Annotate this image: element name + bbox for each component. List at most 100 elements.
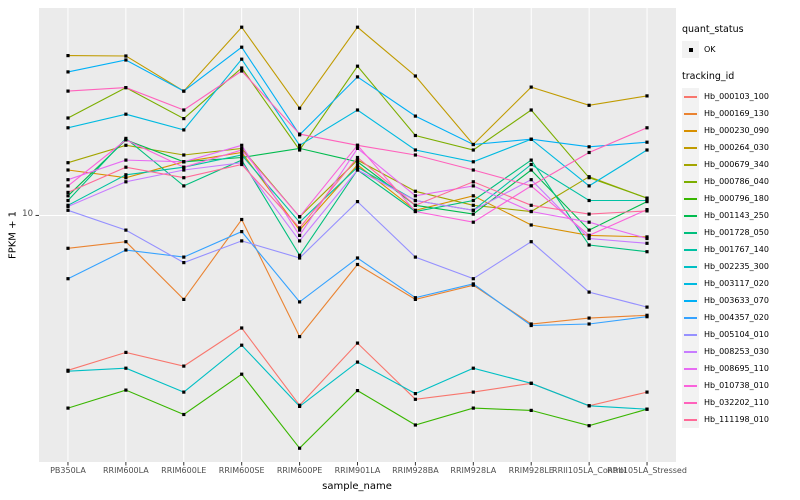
data-point bbox=[413, 297, 417, 301]
legend-item-label: Hb_002235_300 bbox=[704, 262, 769, 271]
data-point bbox=[413, 148, 417, 152]
data-point bbox=[124, 173, 128, 177]
data-point bbox=[66, 190, 70, 194]
data-point bbox=[529, 162, 533, 167]
data-point bbox=[298, 143, 302, 147]
data-point bbox=[355, 163, 360, 167]
data-point bbox=[529, 178, 533, 182]
data-point bbox=[182, 165, 186, 169]
x-tick-label: RRII105LA_Stressed bbox=[607, 466, 687, 475]
data-point bbox=[182, 176, 186, 180]
legend-key-swatch bbox=[682, 343, 699, 360]
legend-line-icon bbox=[684, 214, 697, 217]
x-tick-label: RRII105LA_Control bbox=[552, 466, 627, 475]
data-point bbox=[587, 145, 591, 149]
legend-item: Hb_000796_180 bbox=[682, 190, 800, 207]
x-tick-label: RRIM928LA bbox=[450, 466, 497, 475]
legend-item: Hb_032202_110 bbox=[682, 394, 800, 411]
data-point bbox=[587, 103, 591, 107]
legend-item-ok: OK bbox=[682, 41, 800, 58]
data-point bbox=[124, 180, 128, 184]
legend-item-label: Hb_003633_070 bbox=[704, 296, 769, 305]
legend-key-swatch bbox=[682, 207, 699, 224]
legend-line-icon bbox=[684, 350, 697, 353]
data-point bbox=[529, 223, 533, 227]
data-point bbox=[66, 89, 70, 93]
legend-item: Hb_000230_090 bbox=[682, 122, 800, 139]
data-point bbox=[298, 253, 302, 257]
data-point bbox=[587, 233, 591, 237]
data-point bbox=[66, 277, 70, 281]
data-point bbox=[645, 196, 649, 200]
data-point bbox=[355, 168, 360, 172]
data-point bbox=[66, 184, 70, 188]
data-point bbox=[124, 388, 128, 392]
legend-item: Hb_000264_030 bbox=[682, 139, 800, 156]
data-point bbox=[66, 126, 70, 130]
data-point bbox=[529, 209, 533, 214]
data-point bbox=[240, 326, 244, 330]
data-point bbox=[355, 200, 360, 204]
data-point bbox=[355, 64, 360, 68]
legend-item: Hb_003117_020 bbox=[682, 275, 800, 292]
data-point bbox=[240, 150, 244, 155]
data-point bbox=[182, 364, 186, 368]
legend-key-swatch bbox=[682, 326, 699, 343]
legend-item: Hb_001728_050 bbox=[682, 224, 800, 241]
data-point bbox=[529, 158, 533, 162]
data-point bbox=[355, 389, 360, 393]
data-point bbox=[66, 168, 70, 172]
legend-line-icon bbox=[684, 384, 697, 387]
legend-key-swatch bbox=[682, 88, 699, 105]
data-point bbox=[587, 228, 591, 232]
legend-key-swatch bbox=[682, 122, 699, 139]
x-tick-label: RRIM928LE bbox=[508, 466, 554, 475]
legend-item-label: Hb_001728_050 bbox=[704, 228, 769, 237]
data-point bbox=[66, 178, 70, 182]
data-point bbox=[645, 148, 649, 152]
legend-item: Hb_000786_040 bbox=[682, 173, 800, 190]
data-point bbox=[66, 116, 70, 120]
y-tick-label: 10 bbox=[22, 209, 33, 219]
data-point bbox=[124, 248, 128, 252]
data-point bbox=[240, 45, 244, 49]
data-point bbox=[645, 94, 649, 98]
x-tick-label: PB350LA bbox=[50, 466, 86, 475]
legend-item-label: Hb_005104_010 bbox=[704, 330, 769, 339]
data-point bbox=[529, 203, 533, 207]
data-point bbox=[240, 66, 244, 70]
x-tick-label: RRIM901LA bbox=[334, 466, 381, 475]
data-point bbox=[240, 25, 244, 29]
x-tick-label: RRIM600LE bbox=[161, 466, 207, 475]
legend-line-icon bbox=[684, 197, 697, 200]
data-point bbox=[471, 203, 475, 207]
data-point bbox=[355, 256, 360, 260]
legend-key-swatch bbox=[682, 309, 699, 326]
data-point bbox=[182, 89, 186, 93]
data-point bbox=[298, 220, 302, 224]
x-axis-title: sample_name bbox=[322, 481, 392, 492]
data-point bbox=[182, 261, 186, 265]
data-point bbox=[124, 138, 128, 142]
data-point bbox=[587, 176, 591, 180]
data-point bbox=[240, 239, 244, 243]
data-point bbox=[182, 168, 186, 172]
data-point bbox=[471, 142, 475, 147]
data-point bbox=[66, 198, 70, 203]
data-point bbox=[645, 250, 649, 254]
data-point bbox=[471, 184, 475, 188]
legend-item-label: Hb_000679_340 bbox=[704, 160, 769, 169]
data-point bbox=[124, 240, 128, 244]
data-point bbox=[471, 390, 475, 394]
data-point bbox=[587, 150, 591, 155]
data-point bbox=[124, 86, 128, 90]
legend-key-swatch bbox=[682, 258, 699, 275]
data-point bbox=[413, 74, 417, 78]
legend-item-label: Hb_001143_250 bbox=[704, 211, 769, 220]
data-point bbox=[471, 148, 475, 152]
data-point bbox=[645, 305, 649, 309]
legend-key-swatch bbox=[682, 173, 699, 190]
x-tick-label: RRIM600SE bbox=[218, 466, 265, 475]
data-point bbox=[355, 155, 360, 160]
